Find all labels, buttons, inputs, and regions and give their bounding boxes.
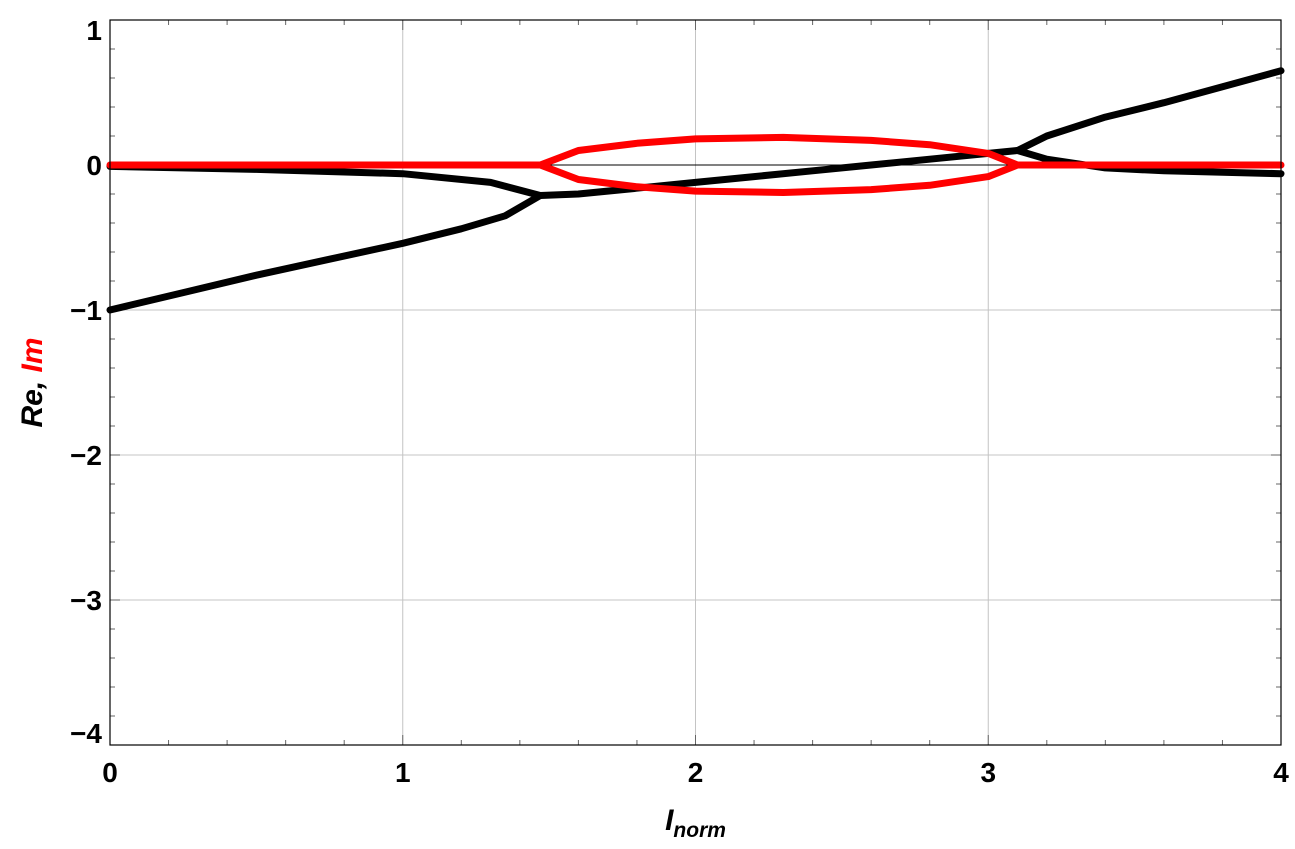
series-line-real-3 xyxy=(1014,67,1285,154)
y-tick-label: 0 xyxy=(86,150,102,181)
y-tick-label: −4 xyxy=(70,718,102,749)
y-tick-label: 1 xyxy=(86,15,102,46)
x-axis-title-main: I xyxy=(665,804,674,837)
y-axis-title-im: Im xyxy=(16,337,49,372)
x-tick-labels: 0 1 2 3 4 xyxy=(102,757,1289,788)
x-tick-label: 2 xyxy=(688,757,704,788)
x-tick-label: 1 xyxy=(395,757,411,788)
x-tick-label: 4 xyxy=(1273,757,1289,788)
y-tick-label: −2 xyxy=(70,440,102,471)
grid xyxy=(109,19,1282,746)
series-line-imaginary-6 xyxy=(536,161,1021,196)
y-tick-label: −3 xyxy=(70,585,102,616)
series-group xyxy=(106,67,1285,314)
x-axis-title-subscript: norm xyxy=(673,819,726,842)
x-tick-label: 0 xyxy=(102,757,118,788)
series-line-real-2 xyxy=(106,192,544,314)
y-tick-label: −1 xyxy=(70,295,102,326)
plot-frame xyxy=(109,19,1282,746)
x-tick-label: 3 xyxy=(980,757,996,788)
series-line-real-1 xyxy=(106,147,1021,199)
y-tick-labels: 1 0 −1 −2 −3 −4 xyxy=(70,15,102,749)
x-axis-title: Inorm xyxy=(665,804,726,842)
y-axis-title-re: Re, xyxy=(16,372,49,427)
series-line-real-4 xyxy=(1014,147,1285,178)
y-axis-title: Re, Im xyxy=(16,337,49,427)
